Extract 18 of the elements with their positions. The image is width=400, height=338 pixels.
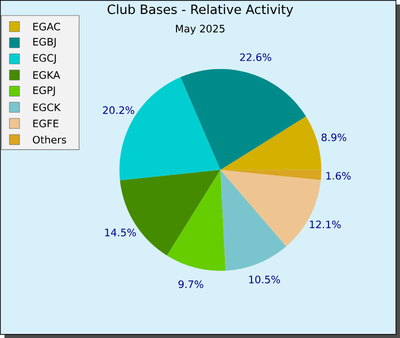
data-label: 12.1% (310, 220, 341, 228)
data-label: 9.7% (178, 280, 204, 288)
legend-label: EGCJ (33, 54, 56, 64)
data-label: 8.9% (322, 133, 346, 141)
text: May 2025 (176, 24, 224, 34)
data-label: 14.5% (105, 228, 136, 236)
data-label: 10.5% (249, 275, 280, 284)
legend-label: EGAC (33, 22, 60, 30)
legend-label: EGFE (33, 119, 58, 128)
chart-title: Club Bases - Relative Activity (108, 4, 294, 16)
data-label: 20.2% (103, 106, 134, 114)
legend-label: EGKA (33, 70, 60, 79)
data-label: 1.6% (326, 172, 351, 180)
legend-label: Others (32, 135, 66, 144)
legend-label: EGBJ (33, 38, 56, 48)
legend-label: EGPJ (33, 86, 55, 96)
legend-label: EGCK (33, 103, 61, 111)
data-label: 22.6% (240, 53, 272, 61)
